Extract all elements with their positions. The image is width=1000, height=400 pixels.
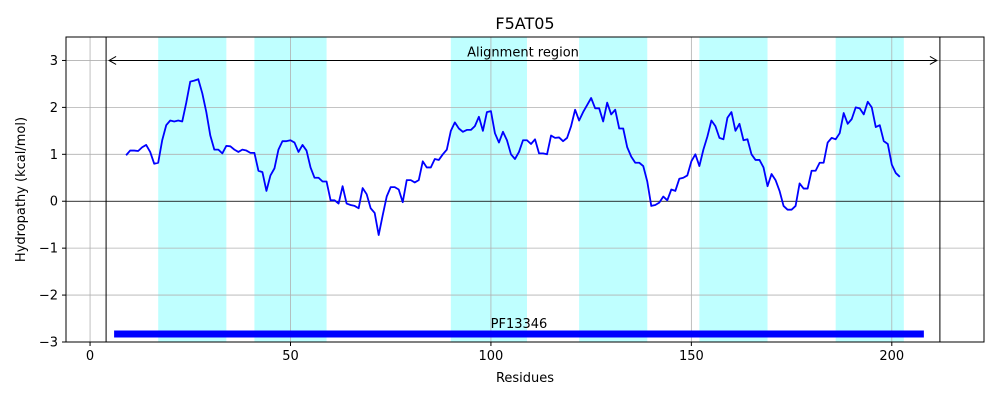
hydrophobic-region-band — [579, 37, 648, 342]
hydrophobic-region-band — [699, 37, 768, 342]
hydrophobic-region-band — [450, 37, 528, 342]
chart-title: F5AT05 — [495, 14, 554, 33]
axis-ticks: 0 50 100 150 200 −3 −2 −1 0 1 2 3 — [39, 54, 904, 364]
x-tick-label: 0 — [86, 349, 94, 364]
y-tick-label: 2 — [50, 101, 58, 116]
y-tick-label: 3 — [50, 54, 58, 69]
alignment-arrow-right-head — [929, 56, 938, 65]
y-tick-label: −1 — [39, 242, 58, 257]
hydrophobic-region-bands — [158, 37, 904, 342]
series-group — [125, 78, 901, 236]
alignment-region-label: Alignment region — [467, 45, 579, 60]
domain-group: PF13346 — [114, 317, 924, 338]
y-tick-label: 0 — [50, 195, 58, 210]
y-axis-label: Hydropathy (kcal/mol) — [14, 117, 29, 262]
hydrophobic-region-band — [835, 37, 904, 342]
y-tick-label: −3 — [39, 336, 58, 351]
alignment-arrow-left-head — [108, 56, 117, 65]
x-tick-label: 150 — [679, 349, 704, 364]
x-tick-label: 100 — [479, 349, 504, 364]
x-axis-label: Residues — [496, 371, 554, 386]
domain-label: PF13346 — [491, 317, 548, 332]
hydrophobic-region-band — [158, 37, 227, 342]
x-tick-label: 50 — [282, 349, 299, 364]
x-tick-label: 200 — [879, 349, 904, 364]
y-tick-label: −2 — [39, 289, 58, 304]
plot-frame — [65, 36, 985, 343]
alignment-region-boundaries: Alignment region — [105, 37, 941, 342]
hydropathy-line — [125, 78, 901, 236]
plot-border — [65, 36, 985, 343]
y-tick-label: 1 — [50, 148, 58, 163]
